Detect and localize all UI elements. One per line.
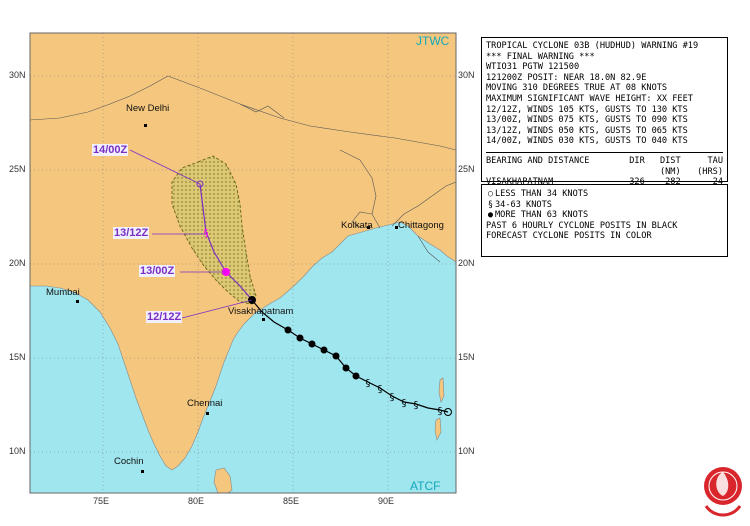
lat-label-10n-left: 10N [9,446,26,456]
legend-item-weak: ○ LESS THAN 34 KNOTS [486,189,723,200]
filled-circle-icon: ● [487,210,494,221]
label-leaders [129,149,253,319]
lat-label-15n-left: 15N [9,352,26,362]
warning-text-box: TROPICAL CYCLONE 03B (HUDHUD) WARNING #1… [481,37,728,187]
lat-label-20n-left: 20N [9,258,26,268]
position-line: 121200Z POSIT: NEAR 18.0N 82.9E [486,72,647,83]
city-chennai: Chennai [187,398,223,409]
open-circle-icon: ○ [487,189,494,199]
col-tau-unit: (HRS) [697,166,723,177]
lon-label-80e: 80E [188,496,205,506]
danger-area-stipple [172,156,256,304]
lat-label-30n-right: 30N [458,70,475,80]
lon-label-90e: 90E [378,496,395,506]
agency-logo [704,467,742,517]
forecast-label-14-00z: 14/00Z [92,144,129,156]
forecast-label-13-00z: 13/00Z [139,265,176,277]
legend-label-medium: 34-63 KNOTS [495,199,552,210]
legend-box: ○ LESS THAN 34 KNOTS § 34-63 KNOTS ● MOR… [481,184,728,257]
lat-label-25n-left: 25N [9,164,26,174]
sri-lanka [213,467,233,493]
andaman-islands [434,377,445,441]
jtwc-label: JTWC [416,34,450,48]
forecast-label-13-12z: 13/12Z [113,227,150,239]
legend-item-medium: § 34-63 KNOTS [486,200,723,211]
svg-text:§: § [390,392,395,403]
city-cochin: Cochin [114,456,144,467]
bearing-dist: 282 [665,177,681,188]
col-tau-header: TAU [707,155,723,166]
wind-line-13-00z: 13/00Z, WINDS 075 KTS, GUSTS TO 090 KTS [486,115,688,126]
borders [30,75,456,263]
legend-label-weak: LESS THAN 34 KNOTS [495,189,589,199]
legend-label-strong: MORE THAN 63 KNOTS [495,210,589,221]
bearing-distance-table: BEARING AND DISTANCE DIR DIST TAU (NM) (… [486,156,723,188]
forecast-track-line [199,183,253,301]
col-dist-header: DIST [659,155,681,166]
lat-label-20n-right: 20N [458,258,475,268]
position-13-12z: § [204,228,209,239]
bearing-heading: BEARING AND DISTANCE [486,155,590,166]
lat-label-25n-right: 25N [458,164,475,174]
legend-item-strong: ● MORE THAN 63 KNOTS [486,210,723,221]
legend-past-note: PAST 6 HOURLY CYCLONE POSITS IN BLACK [486,220,678,231]
col-dist-unit: (NM) [659,166,681,177]
movement-line: MOVING 310 DEGREES TRUE AT 08 KNOTS [486,83,668,94]
lat-label-30n-left: 30N [9,70,26,80]
bearing-tau: 24 [712,177,723,188]
bulletin-header: WTIO31 PGTW 121500 [486,62,580,73]
svg-text:§: § [438,406,443,417]
lat-label-15n-right: 15N [458,352,475,362]
svg-text:§: § [366,378,371,389]
svg-text:§: § [378,384,383,395]
wind-line-13-12z: 13/12Z, WINDS 050 KTS, GUSTS TO 065 KTS [486,125,688,136]
warning-title: TROPICAL CYCLONE 03B (HUDHUD) WARNING #1… [486,41,699,51]
wind-line-12-12z: 12/12Z, WINDS 105 KTS, GUSTS TO 130 KTS [486,104,688,115]
bearing-dir: 326 [629,177,645,188]
svg-text:§: § [402,398,407,409]
past-track-markers: § § § § § § [284,326,452,417]
final-warning-line: *** FINAL WARNING *** [486,51,595,62]
svg-text:§: § [414,400,419,411]
map-frame [29,32,457,494]
wind-line-14-00z: 14/00Z, WINDS 030 KTS, GUSTS TO 040 KTS [486,136,688,147]
separator [486,151,723,153]
forecast-label-12-12z: 12/12Z [146,311,183,323]
col-dir-header: DIR [629,155,645,166]
atcf-label: ATCF [410,479,441,493]
bearing-place: VISAKHAPATNAM [486,177,554,188]
city-mumbai: Mumbai [46,287,80,298]
city-kolkata: Kolkata [341,220,373,231]
city-visakhapatnam: Visakhapatnam [228,306,294,317]
lat-label-10n-right: 10N [458,446,475,456]
wave-height-line: MAXIMUM SIGNIFICANT WAVE HEIGHT: XX FEET [486,93,693,104]
city-markers [76,124,398,473]
legend-forecast-note: FORECAST CYCLONE POSITS IN COLOR [486,231,652,242]
position-14-00z [196,180,204,188]
lon-label-85e: 85E [283,496,300,506]
lon-label-75e: 75E [93,496,110,506]
city-chittagong: Chittagong [398,220,444,231]
city-new-delhi: New Delhi [126,103,170,114]
storm-symbol-icon: § [487,199,494,210]
